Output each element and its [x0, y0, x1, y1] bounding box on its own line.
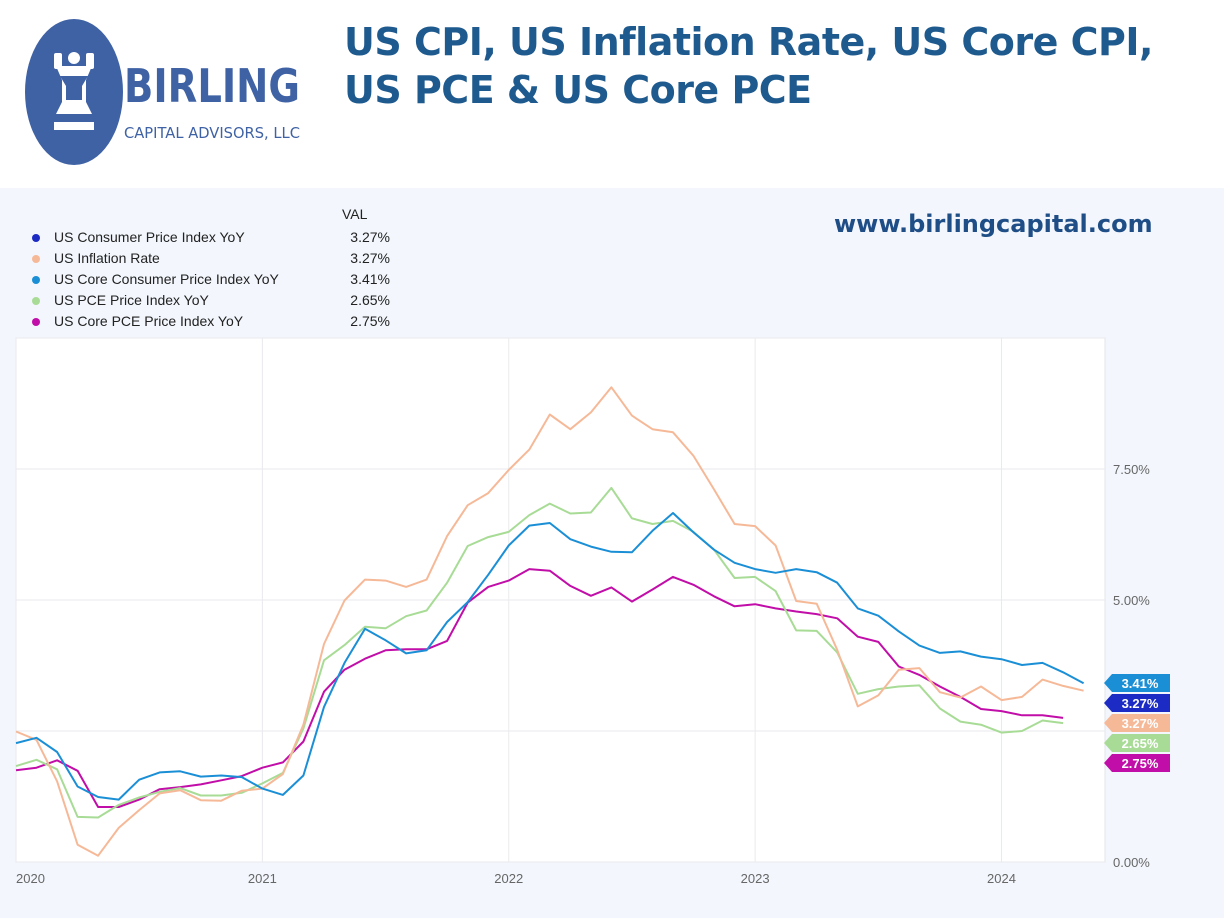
legend-swatch: [32, 318, 40, 326]
legend-item[interactable]: US Consumer Price Index YoY 3.27%: [30, 228, 390, 248]
legend-label: US Inflation Rate: [54, 250, 160, 266]
series-end-tag: [1104, 694, 1170, 712]
logo-wordmark: BIRLING: [124, 59, 300, 113]
y-tick-label: 7.50%: [1113, 462, 1150, 477]
legend-value: 2.65%: [350, 292, 390, 308]
y-tick-label: 5.00%: [1113, 593, 1150, 608]
legend-item[interactable]: US Inflation Rate 3.27%: [30, 249, 390, 269]
legend-label: US Core Consumer Price Index YoY: [54, 271, 279, 287]
x-tick-label: 2022: [494, 871, 523, 886]
header: BIRLING CAPITAL ADVISORS, LLC US CPI, US…: [0, 0, 1224, 188]
birling-logo: BIRLING CAPITAL ADVISORS, LLC: [25, 19, 300, 165]
series-end-label: 3.41%: [1122, 676, 1159, 691]
series-line: [15, 486, 1064, 819]
legend-value-header: VAL: [342, 206, 368, 222]
website-url[interactable]: www.birlingcapital.com: [834, 210, 1153, 238]
series-end-tag: [1104, 714, 1170, 732]
series-line: [15, 568, 1064, 808]
legend-item[interactable]: US PCE Price Index YoY 2.65%: [30, 291, 390, 311]
series-end-label: 2.65%: [1122, 736, 1159, 751]
series-line: [15, 512, 1085, 801]
legend-label: US Consumer Price Index YoY: [54, 229, 245, 245]
series-line: [15, 386, 1084, 857]
legend-value: 3.27%: [350, 250, 390, 266]
x-tick-label: 2024: [987, 871, 1016, 886]
series-end-tag: [1104, 674, 1170, 692]
series-end-label: 3.27%: [1122, 716, 1159, 731]
series-end-label: 2.75%: [1122, 756, 1159, 771]
legend-swatch: [32, 297, 40, 305]
legend-swatch: [32, 234, 40, 242]
legend-value: 3.27%: [350, 229, 390, 245]
legend-value: 3.41%: [350, 271, 390, 287]
series-end-label: 3.27%: [1122, 696, 1159, 711]
legend-swatch: [32, 255, 40, 263]
title-line-1: US CPI, US Inflation Rate, US Core CPI,: [344, 20, 1153, 64]
series-end-tag: [1104, 734, 1170, 752]
page-title: US CPI, US Inflation Rate, US Core CPI, …: [344, 18, 1204, 114]
y-tick-label: 0.00%: [1113, 855, 1150, 870]
series-end-tag: [1104, 754, 1170, 772]
x-tick-label: 2021: [248, 871, 277, 886]
legend-value: 2.75%: [350, 313, 390, 329]
x-tick-label: 2020: [16, 871, 45, 886]
legend-label: US Core PCE Price Index YoY: [54, 313, 244, 329]
legend-item[interactable]: US Core Consumer Price Index YoY 3.41%: [30, 270, 390, 290]
title-line-2: US PCE & US Core PCE: [344, 68, 812, 112]
legend-label: US PCE Price Index YoY: [54, 292, 209, 308]
x-tick-label: 2023: [741, 871, 770, 886]
legend-item[interactable]: US Core PCE Price Index YoY 2.75%: [30, 312, 390, 332]
legend-swatch: [32, 276, 40, 284]
logo-subtitle: CAPITAL ADVISORS, LLC: [124, 124, 300, 142]
